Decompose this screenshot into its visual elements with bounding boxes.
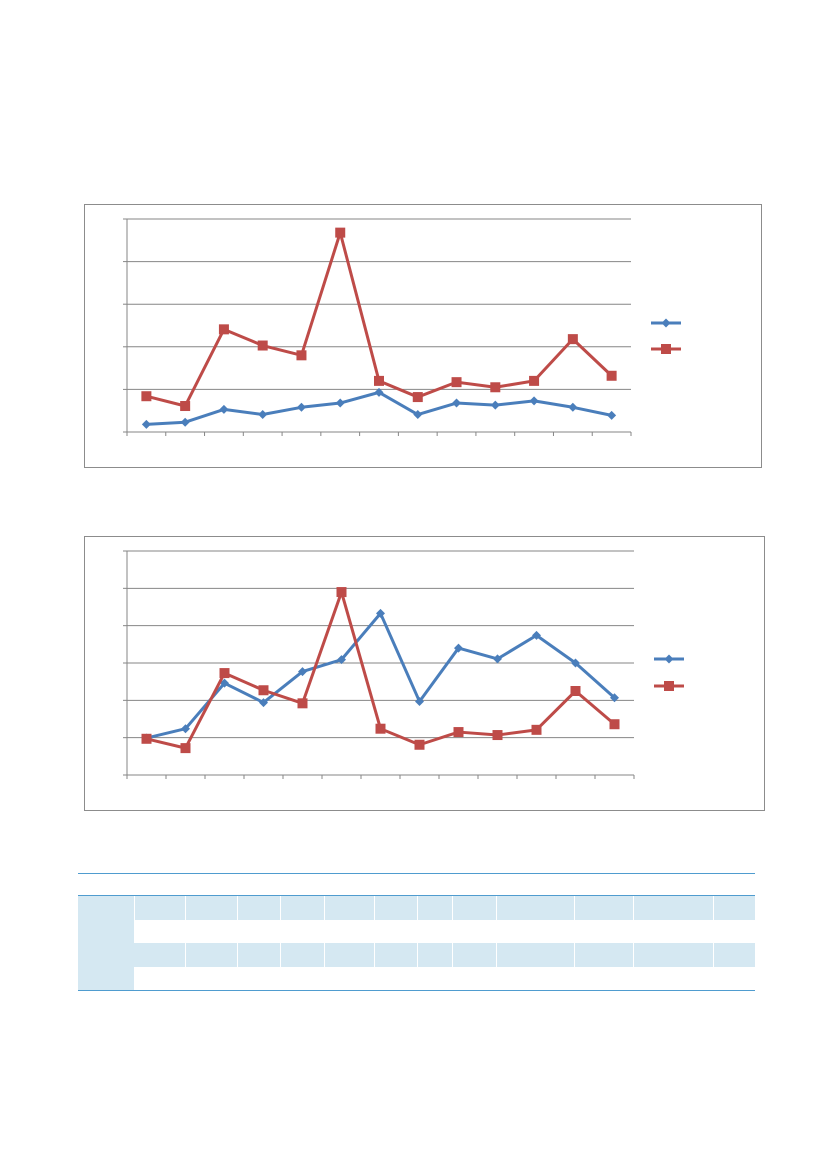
chart-canvas-bottom <box>123 550 684 779</box>
data-point-marker <box>335 227 346 238</box>
data-point-marker <box>218 324 229 335</box>
table-column-divider <box>324 896 325 920</box>
data-point-marker <box>297 698 308 709</box>
data-point-marker <box>219 668 230 679</box>
data-point-marker <box>452 398 462 408</box>
table-column-divider <box>185 943 186 967</box>
data-point-marker <box>532 630 541 640</box>
data-point-marker <box>451 377 462 388</box>
table-column-divider <box>452 943 453 967</box>
table-column-divider <box>374 896 375 920</box>
data-point-marker <box>180 743 191 754</box>
data-point-marker <box>567 334 578 345</box>
data-point-marker <box>374 387 384 397</box>
data-table <box>78 873 755 991</box>
data-point-marker <box>490 382 501 393</box>
data-point-marker <box>606 370 617 381</box>
table-row <box>134 943 755 967</box>
data-point-marker <box>180 417 190 427</box>
data-point-marker <box>571 658 580 668</box>
table-column-divider <box>417 896 418 920</box>
data-point-marker <box>258 410 268 420</box>
table-column-divider <box>713 896 714 920</box>
series-line-1 <box>146 390 612 426</box>
legend-marker-1 <box>661 318 671 328</box>
table-column-divider <box>237 896 238 920</box>
data-point-marker <box>180 401 191 412</box>
legend-marker-1 <box>664 654 674 664</box>
data-point-marker <box>529 375 540 386</box>
data-point-marker <box>296 350 307 361</box>
table-row-header-cell <box>78 920 134 990</box>
table-row <box>78 896 755 920</box>
line-chart-top <box>84 204 762 468</box>
table-column-divider <box>237 943 238 967</box>
series-line-1 <box>146 611 616 740</box>
data-point-marker <box>181 724 190 734</box>
table-column-divider <box>452 896 453 920</box>
data-point-marker <box>415 696 424 706</box>
data-point-marker <box>493 654 502 664</box>
data-point-marker <box>531 724 542 735</box>
data-point-marker <box>374 375 384 386</box>
data-point-marker <box>375 723 386 734</box>
data-point-marker <box>258 685 269 696</box>
data-point-marker <box>298 667 307 677</box>
chart-canvas-top <box>123 218 681 436</box>
data-point-marker <box>336 587 347 598</box>
data-point-marker <box>257 340 268 351</box>
data-point-marker <box>220 678 229 688</box>
data-point-marker <box>337 655 346 665</box>
data-point-marker <box>454 643 463 653</box>
data-point-marker <box>259 698 268 708</box>
table-column-divider <box>574 943 575 967</box>
data-point-marker <box>492 730 503 741</box>
table-column-divider <box>713 943 714 967</box>
data-point-marker <box>570 686 581 696</box>
table-column-divider <box>280 896 281 920</box>
table-top-rule <box>78 873 755 874</box>
data-point-marker <box>414 739 425 750</box>
data-point-marker <box>413 410 423 420</box>
data-point-marker <box>219 404 229 414</box>
table-column-divider <box>633 896 634 920</box>
table-column-divider <box>417 943 418 967</box>
data-point-marker <box>609 719 620 730</box>
data-point-marker <box>490 400 500 410</box>
table-column-divider <box>134 896 135 920</box>
data-point-marker <box>529 396 539 406</box>
data-point-marker <box>335 398 345 408</box>
data-point-marker <box>296 402 306 412</box>
data-point-marker <box>141 733 152 744</box>
data-point-marker <box>141 391 152 402</box>
data-point-marker <box>412 392 423 403</box>
line-chart-bottom <box>84 536 765 811</box>
table-column-divider <box>324 943 325 967</box>
data-point-marker <box>568 402 578 412</box>
legend-marker-2 <box>661 344 671 354</box>
table-column-divider <box>633 943 634 967</box>
table-column-divider <box>574 896 575 920</box>
table-column-divider <box>280 943 281 967</box>
table-column-divider <box>374 943 375 967</box>
data-point-marker <box>141 419 151 429</box>
legend-marker-2 <box>664 681 674 691</box>
data-point-marker <box>453 727 464 738</box>
data-point-marker <box>607 410 617 420</box>
table-bottom-rule <box>78 990 755 991</box>
table-column-divider <box>496 943 497 967</box>
table-header-rule <box>78 895 755 896</box>
data-point-marker <box>610 693 619 703</box>
table-column-divider <box>185 896 186 920</box>
data-point-marker <box>376 608 385 618</box>
table-column-divider <box>496 896 497 920</box>
